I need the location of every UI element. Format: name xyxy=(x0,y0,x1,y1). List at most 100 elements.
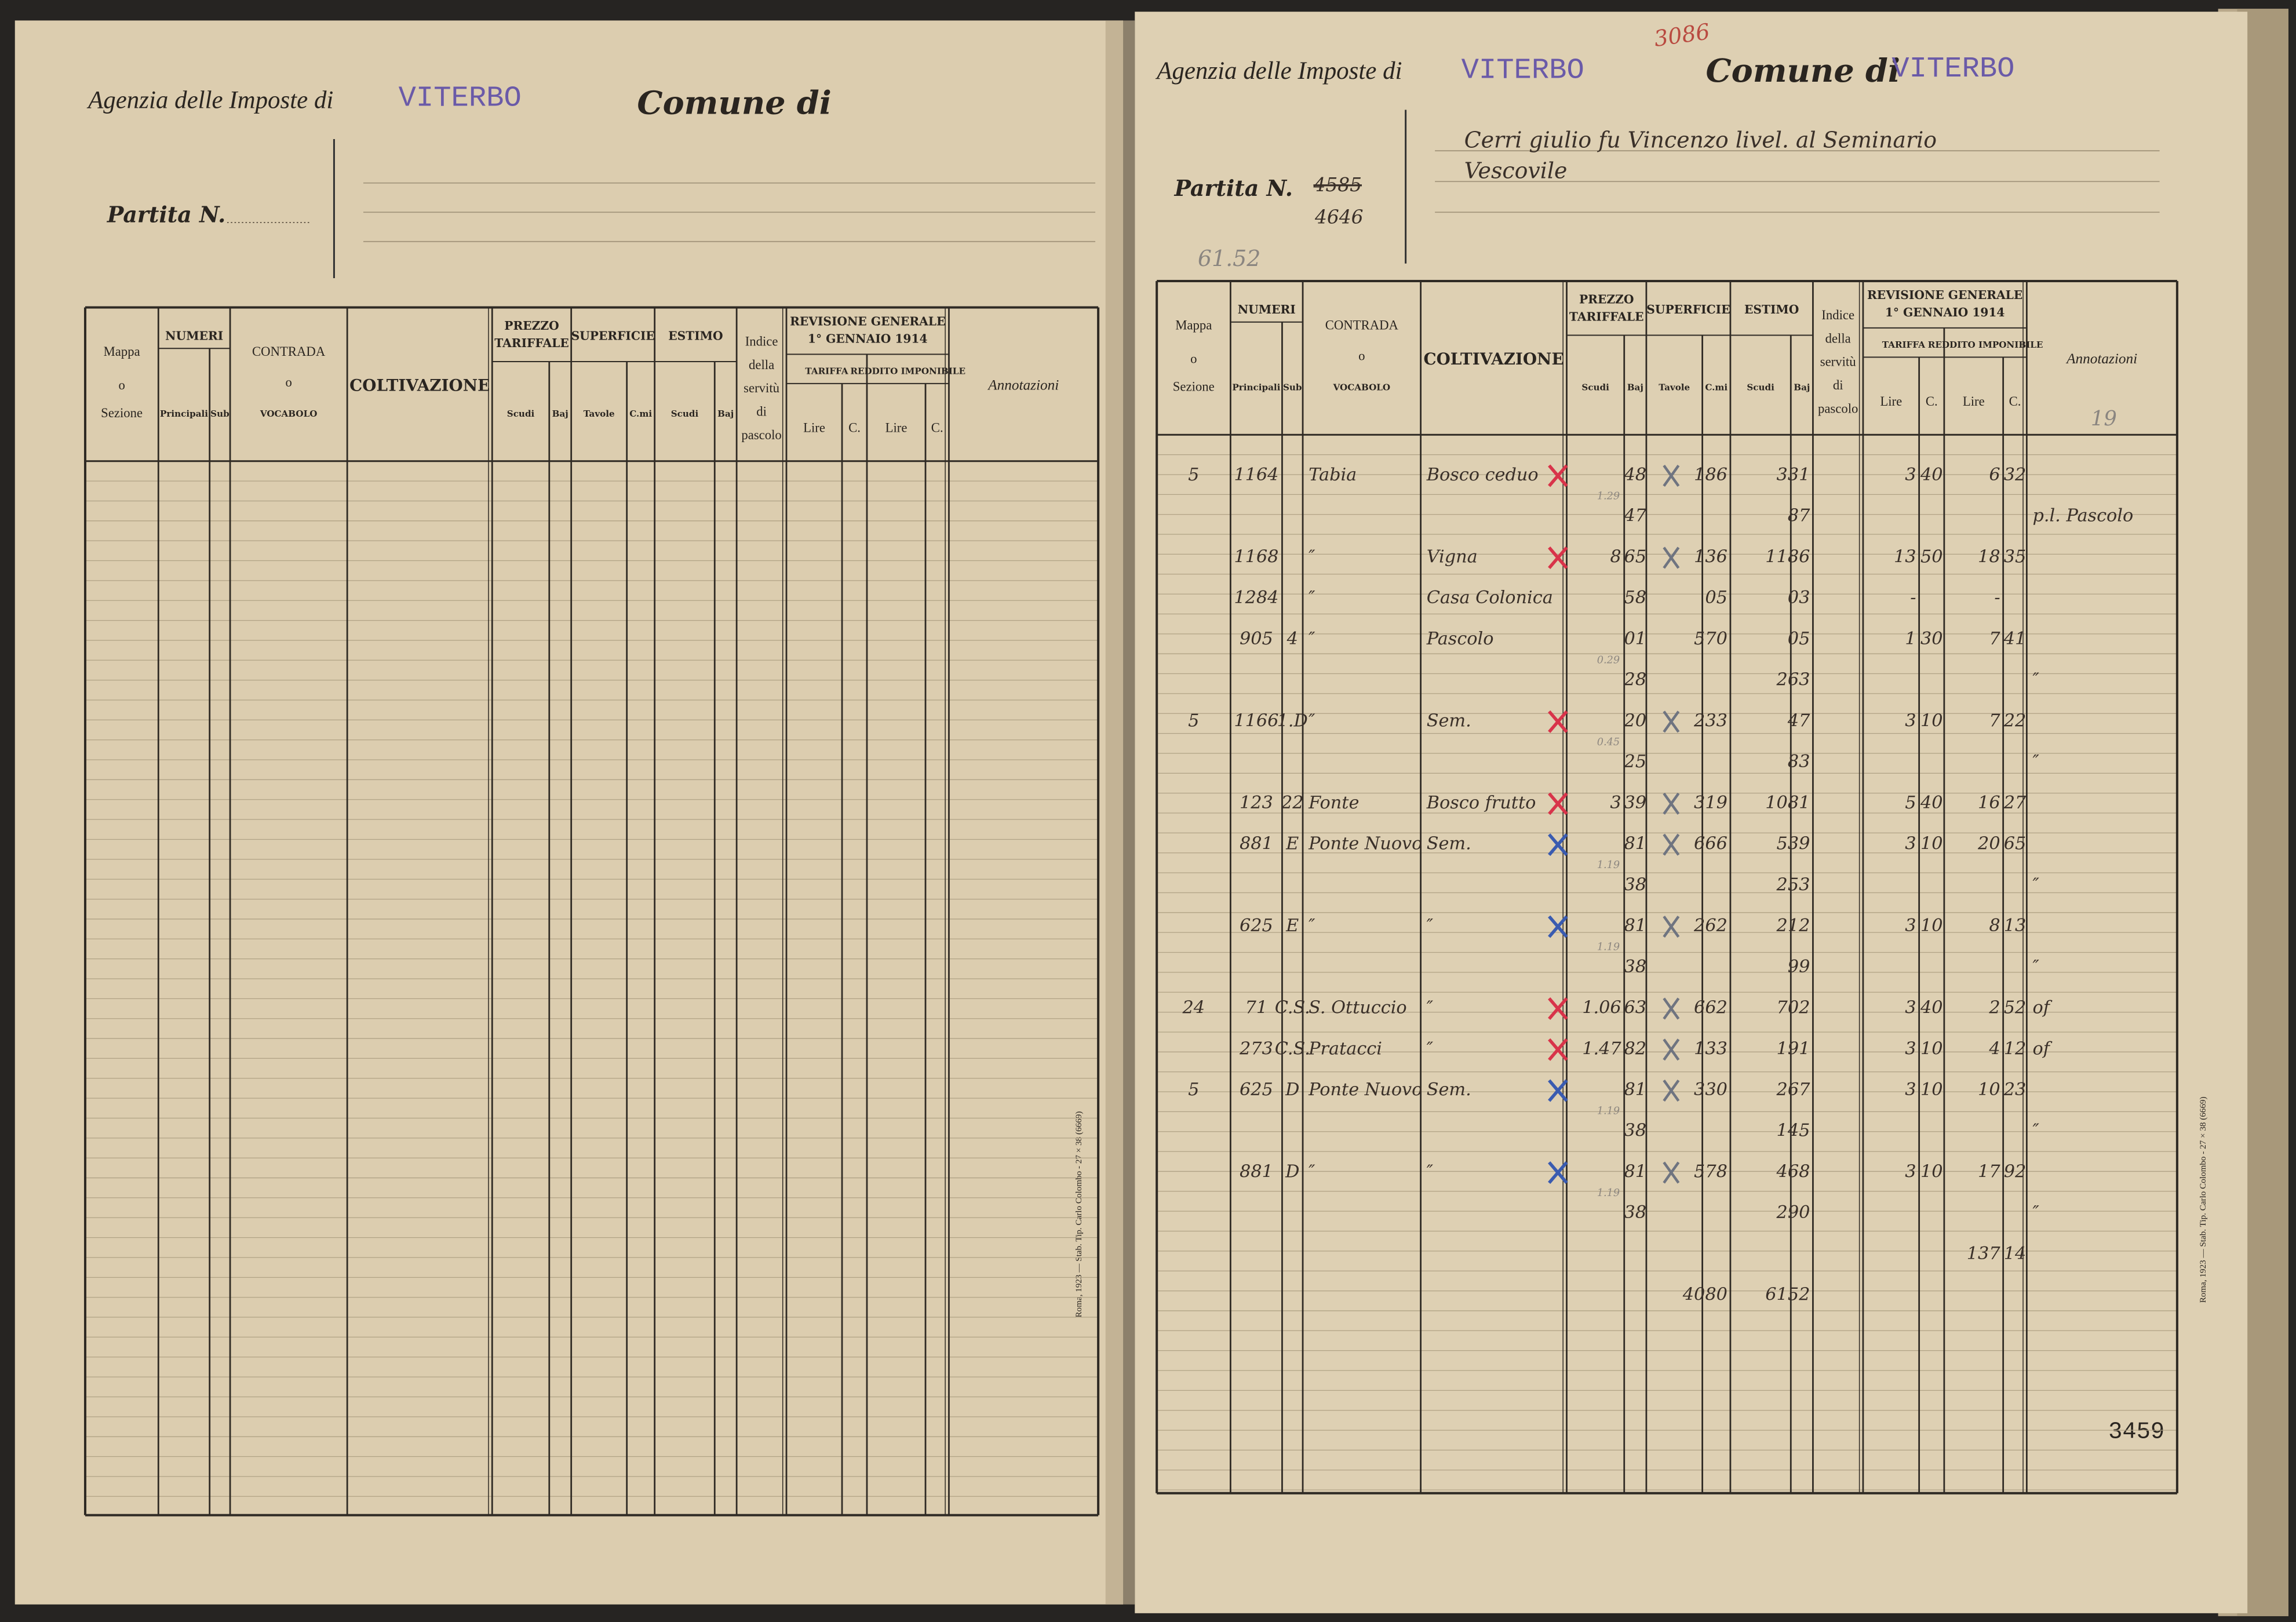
handwritten-entry: 7 xyxy=(1989,710,2000,731)
column-header: C.mi xyxy=(629,409,652,419)
handwritten-entry: 38 xyxy=(1624,957,1647,977)
handwritten-entry: 05 xyxy=(1705,588,1728,608)
handwritten-entry: Fonte xyxy=(1308,793,1359,813)
handwritten-entry: Vigna xyxy=(1427,546,1478,567)
handwritten-entry: of xyxy=(2032,998,2052,1018)
column-header: Principali xyxy=(160,409,208,419)
handwritten-entry: 468 xyxy=(1776,1161,1810,1182)
cross-mark xyxy=(1548,1161,1568,1184)
print-note: Roma, 1923 — Stab. Tip. Carlo Colombo - … xyxy=(1074,1111,1084,1318)
handwritten-entry: 10 xyxy=(1978,1080,2000,1100)
pencil-note: 1.19 xyxy=(1597,859,1620,871)
column-header: NUMERI xyxy=(165,329,223,343)
handwritten-entry: 539 xyxy=(1777,834,1810,854)
handwritten-entry: 212 xyxy=(1776,916,1810,936)
cross-mark xyxy=(1663,1079,1680,1102)
column-header: Lire xyxy=(885,420,908,435)
column-header: di xyxy=(1833,378,1843,392)
handwritten-entry: 24 xyxy=(1182,998,1205,1018)
handwritten-entry: E xyxy=(1285,834,1299,854)
handwritten-entry: 13 xyxy=(2004,916,2027,936)
handwritten-entry: ″ xyxy=(1427,998,1434,1018)
handwritten-entry: 4 xyxy=(1287,629,1298,649)
cross-mark xyxy=(1663,465,1680,487)
handwritten-entry: 41 xyxy=(2003,629,2027,649)
pencil-note: 1.19 xyxy=(1597,1105,1620,1117)
handwritten-entry: 331 xyxy=(1777,465,1810,485)
column-header: C. xyxy=(1926,394,1938,409)
handwritten-entry: 191 xyxy=(1777,1038,1810,1059)
handwritten-entry: 702 xyxy=(1777,998,1810,1018)
handwritten-entry: 625 xyxy=(1240,916,1273,936)
pencil-note: 1.19 xyxy=(1597,1187,1620,1199)
handwritten-entry: 16 xyxy=(1978,793,2000,813)
column-header: Scudi xyxy=(1581,382,1609,392)
handwritten-entry: 10 xyxy=(1920,710,1943,731)
column-header: C. xyxy=(2009,394,2021,409)
handwritten-entry: 38 xyxy=(1624,1202,1647,1223)
handwritten-entry: 8 xyxy=(1610,546,1621,567)
cross-mark xyxy=(1548,1079,1568,1102)
cross-mark xyxy=(1663,546,1680,569)
handwritten-entry: 186 xyxy=(1694,465,1728,485)
handwritten-entry: 662 xyxy=(1694,998,1728,1018)
partita-new: 4646 xyxy=(1314,206,1364,228)
handwritten-entry: 99 xyxy=(1788,957,1810,977)
column-header: Mappa xyxy=(1175,318,1212,333)
handwritten-entry: 83 xyxy=(1788,752,1810,772)
column-header: ESTIMO xyxy=(1744,302,1799,316)
column-header: TARIFFA xyxy=(1882,340,1925,350)
handwritten-entry: ″ xyxy=(1427,1161,1434,1182)
column-header: Sub xyxy=(210,409,229,419)
column-header: o xyxy=(118,378,125,392)
handwritten-entry: ″ xyxy=(1427,1038,1434,1059)
handwritten-entry: 23 xyxy=(2003,1080,2027,1100)
handwritten-entry: 32 xyxy=(2004,465,2027,485)
handwritten-entry: 20 xyxy=(1977,834,2000,854)
handwritten-entry: 1081 xyxy=(1765,793,1810,813)
handwritten-entry: 1.06 xyxy=(1582,998,1621,1018)
handwritten-entry: 905 xyxy=(1240,629,1273,649)
column-header: PREZZO xyxy=(504,319,559,333)
handwritten-entry: 7 xyxy=(1989,629,2000,649)
column-header: Annotazioni xyxy=(987,377,1059,393)
handwritten-entry: 3 xyxy=(1905,998,1916,1018)
handwritten-entry: 5 xyxy=(1905,793,1916,813)
handwritten-entry: 881 xyxy=(1240,834,1273,854)
column-header: Baj xyxy=(717,409,734,419)
partita-label: Partita N. xyxy=(107,201,225,227)
handwritten-entry: 1284 xyxy=(1234,588,1278,608)
handwritten-entry: C.S. xyxy=(1275,1038,1310,1059)
handwritten-entry: 10 xyxy=(1920,1080,1943,1100)
handwritten-entry: 18 xyxy=(1978,546,2000,567)
handwritten-entry: 3 xyxy=(1905,1161,1916,1182)
cross-mark xyxy=(1548,915,1568,938)
handwritten-entry: Ponte Nuovo xyxy=(1308,1080,1422,1100)
handwritten-entry: 12 xyxy=(2004,1038,2027,1059)
handwritten-entry: of xyxy=(2032,1038,2052,1059)
column-header: Sezione xyxy=(1173,380,1215,394)
column-header: pascolo xyxy=(741,428,781,442)
column-header: TARIFFALE xyxy=(494,336,569,350)
handwritten-entry: 27 xyxy=(2003,793,2027,813)
right-page xyxy=(1135,12,2248,1613)
handwritten-entry: 123 xyxy=(1240,793,1273,813)
comune-city: VITERBO xyxy=(1892,53,2014,86)
handwritten-entry: C.S. xyxy=(1275,998,1310,1018)
column-header: Lire xyxy=(803,420,825,435)
handwritten-entry: 87 xyxy=(1788,506,1810,526)
handwritten-entry: 40 xyxy=(1920,998,1943,1018)
handwritten-entry: 65 xyxy=(1624,546,1647,567)
handwritten-entry: ″ xyxy=(2032,874,2039,895)
cross-mark xyxy=(1548,997,1568,1020)
handwritten-entry: 38 xyxy=(1624,1121,1647,1141)
column-header: CONTRADA xyxy=(1325,318,1399,333)
handwritten-entry: Bosco ceduo xyxy=(1426,465,1539,485)
column-header: Principali xyxy=(1232,382,1280,392)
column-header: ESTIMO xyxy=(668,329,723,343)
handwritten-entry: ″ xyxy=(1309,916,1315,936)
column-header: NUMERI xyxy=(1238,302,1296,316)
handwritten-entry: 92 xyxy=(2004,1161,2027,1182)
agency-label: Agenzia delle Imposte di xyxy=(86,87,333,114)
column-header: C. xyxy=(848,420,861,435)
